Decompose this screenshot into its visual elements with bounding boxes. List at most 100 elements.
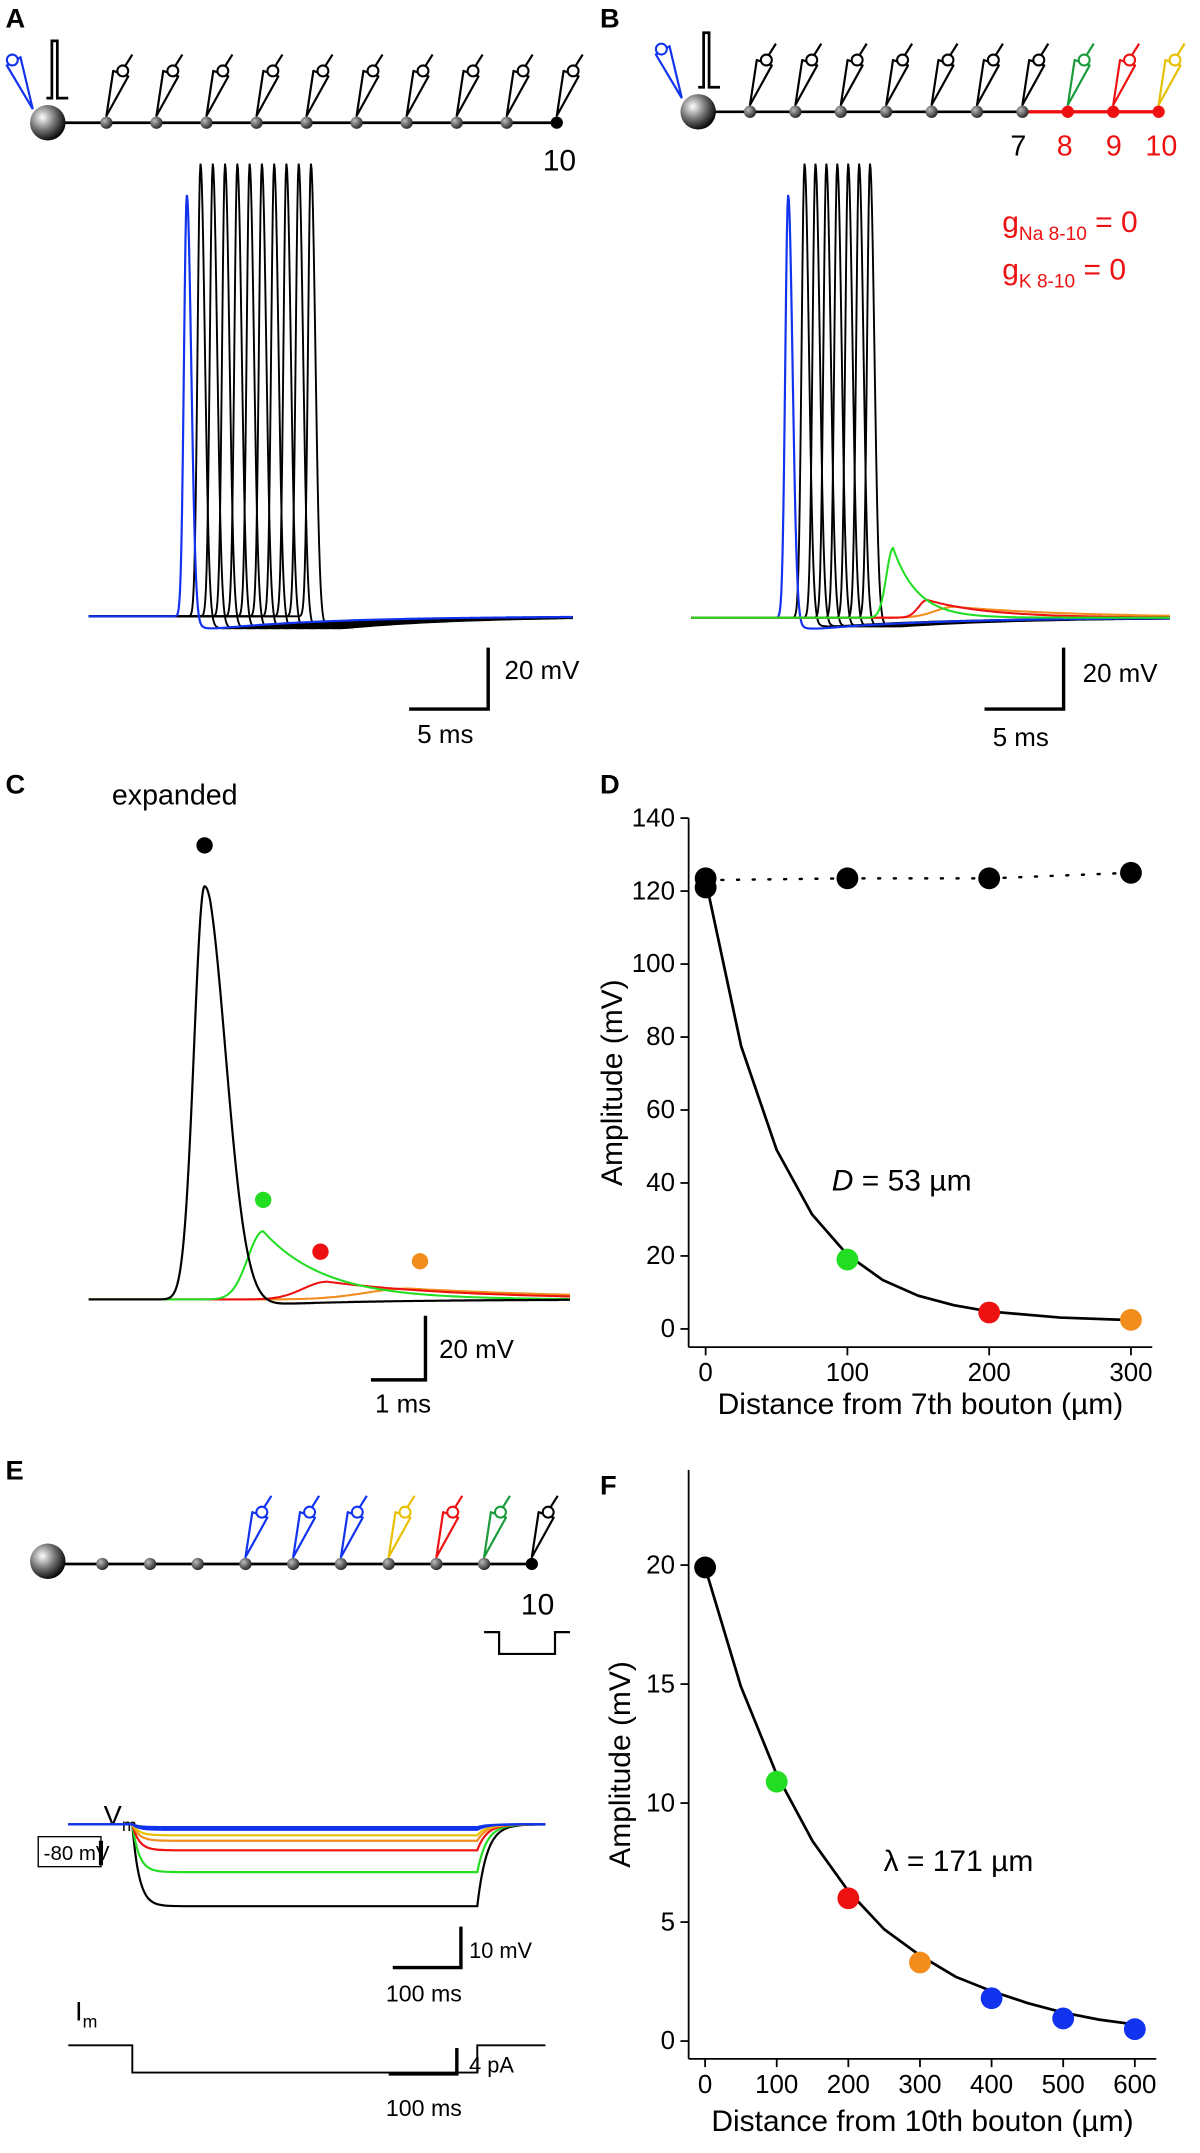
stimulus <box>698 31 720 89</box>
soma <box>30 104 66 141</box>
subscript: Na 8-10 <box>1019 224 1087 245</box>
pipette <box>505 69 530 117</box>
pipette <box>1021 58 1046 107</box>
pipette <box>455 69 480 117</box>
pipette-electrode <box>896 53 910 67</box>
pipette <box>339 1511 364 1559</box>
scale-label: 20 mV <box>439 1336 515 1364</box>
pipette-electrode <box>116 64 130 78</box>
panel-label: A <box>6 2 26 33</box>
pipette <box>255 69 280 117</box>
pipette <box>435 1511 460 1559</box>
pipette-wire <box>1176 43 1186 56</box>
bouton <box>100 116 113 129</box>
trace <box>88 163 573 630</box>
bouton <box>834 105 847 118</box>
pipette-wire <box>406 1495 416 1508</box>
x-tick-label: 0 <box>698 1359 712 1387</box>
pipette-electrode <box>941 53 955 67</box>
conductance-na: gNa 8-10 = 0 <box>1002 206 1137 245</box>
pipette-electrode <box>850 53 864 67</box>
pipette-wire <box>574 53 584 67</box>
pipette-wire <box>454 1495 464 1508</box>
data-point <box>836 1248 859 1271</box>
pipette <box>530 1511 555 1559</box>
bouton <box>143 1557 157 1571</box>
symbol: g <box>1002 254 1019 287</box>
bouton <box>500 116 513 129</box>
pipette-wire <box>1131 43 1141 56</box>
pipette-wire <box>1040 43 1050 56</box>
pipette-electrode <box>805 53 819 67</box>
bouton <box>789 105 802 118</box>
x-tick-label: 600 <box>1113 2071 1156 2099</box>
trace <box>88 163 573 630</box>
bouton <box>96 1557 109 1571</box>
pipette <box>405 69 430 117</box>
data-point <box>1123 2018 1146 2041</box>
bouton-number: 10 <box>1145 130 1177 162</box>
panel-label: F <box>600 1469 617 1500</box>
pipette-wire <box>524 53 534 67</box>
y-tick-label: 40 <box>646 1169 675 1197</box>
pipette-electrode <box>266 64 280 78</box>
pipette-wire <box>374 53 384 67</box>
pipette-electrode <box>1077 53 1091 67</box>
data-point <box>978 867 1001 890</box>
pipette-wire <box>311 1495 321 1508</box>
scale-label: 4 pA <box>469 2053 514 2078</box>
pipette <box>930 58 955 107</box>
y-tick-label: 120 <box>632 877 675 905</box>
y-tick-label: 80 <box>646 1023 675 1051</box>
trace <box>88 884 571 1305</box>
trace <box>88 163 573 630</box>
pipette-electrode <box>398 1505 412 1519</box>
bouton <box>250 116 263 129</box>
soma-pipette-electrode <box>5 53 19 67</box>
pipette-electrode <box>1168 53 1182 67</box>
x-tick-label: 0 <box>698 2071 712 2099</box>
trace <box>88 163 573 630</box>
pipette-wire <box>274 53 284 67</box>
panel-label: D <box>600 769 620 800</box>
vm-trace <box>68 1823 546 1829</box>
pipette-electrode <box>541 1505 555 1519</box>
scale-label: 10 mV <box>469 1938 532 1963</box>
data-point <box>1120 861 1142 884</box>
panel-label: E <box>6 1454 24 1485</box>
bouton <box>382 1557 395 1571</box>
x-axis-title: Distance from 7th bouton (µm) <box>718 1388 1124 1421</box>
pipette <box>794 58 819 107</box>
trace <box>691 546 1170 619</box>
pipette-wire <box>768 43 777 56</box>
pipette <box>355 69 380 117</box>
rest: = 0 <box>1075 254 1126 287</box>
x-tick-label: 500 <box>1042 2071 1085 2099</box>
bouton <box>200 116 213 129</box>
data-point <box>1120 1308 1142 1331</box>
bouton <box>430 1557 443 1571</box>
scale-label: 20 mV <box>505 657 581 685</box>
conductance-k: gK 8-10 = 0 <box>1002 254 1126 293</box>
data-point <box>836 867 859 890</box>
bouton <box>477 1557 491 1571</box>
current-step <box>484 1631 571 1656</box>
scale-label: 5 ms <box>993 724 1049 752</box>
x-tick-label: 100 <box>826 1359 869 1387</box>
data-point <box>980 1987 1003 2010</box>
y-tick-label: 140 <box>632 804 675 832</box>
pipette <box>748 58 773 107</box>
bouton <box>550 116 563 129</box>
im-label: Im <box>75 1996 97 2032</box>
scale-bar <box>370 1315 428 1382</box>
stimulus <box>46 39 69 100</box>
pipette-electrode <box>416 64 430 78</box>
bouton <box>191 1557 204 1571</box>
data-point <box>837 1887 860 1910</box>
pipette-electrode <box>303 1505 317 1519</box>
subscript: K 8-10 <box>1019 272 1075 293</box>
data-point <box>765 1770 788 1793</box>
data-point <box>909 1951 931 1974</box>
y-axis-title: Amplitude (mV) <box>596 979 629 1186</box>
